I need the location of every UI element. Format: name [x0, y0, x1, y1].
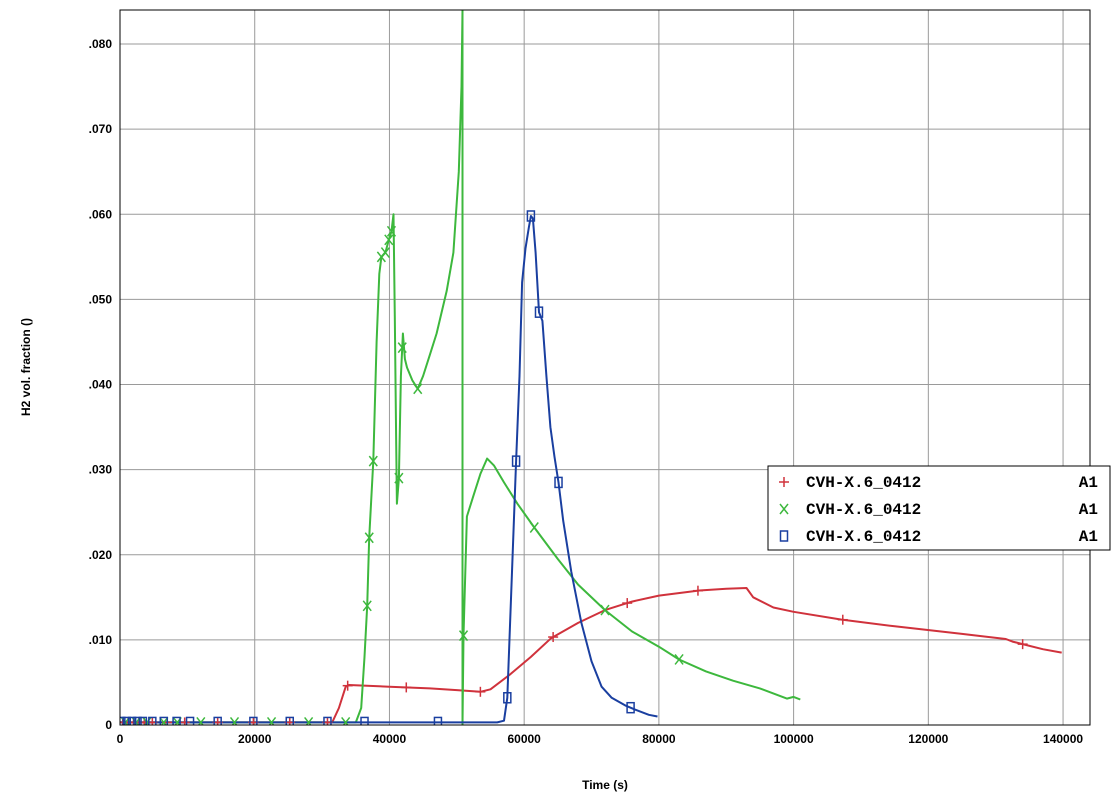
- legend-box: [767, 465, 1111, 551]
- series-3-marker: [127, 716, 137, 725]
- series-lines: [120, 10, 1062, 725]
- series-3-marker: [433, 716, 443, 725]
- y-tick-label: .080: [89, 37, 113, 51]
- x-tick-label: 140000: [1043, 732, 1083, 746]
- plot-frame: [119, 9, 1091, 726]
- y-tick-label: .070: [89, 122, 113, 136]
- legend-marker-3: [779, 530, 789, 542]
- series-3-marker: [526, 210, 536, 222]
- y-tick-label: .030: [89, 463, 113, 477]
- series-markers: [120, 210, 1028, 725]
- series-1-marker: [837, 614, 848, 625]
- series-2-marker: [394, 472, 404, 484]
- series-2-marker: [384, 234, 394, 246]
- series-2-marker: [341, 716, 351, 725]
- x-tick-label: 80000: [642, 732, 676, 746]
- x-tick-label: 20000: [238, 732, 272, 746]
- x-tick-label: 0: [117, 732, 124, 746]
- series-1-marker: [401, 682, 412, 693]
- legend-items: CVH-X.6_0412 A1 CVH-X.6_0412 A1 CVH-X.6_0412…: [779, 474, 1098, 546]
- legend-marker-2: [779, 503, 789, 515]
- y-tick-label: .010: [89, 633, 113, 647]
- series-2-marker: [196, 716, 206, 725]
- series-line-2: [120, 10, 801, 725]
- series-3-marker: [626, 701, 635, 714]
- series-3-marker: [249, 716, 258, 725]
- series-1-marker: [692, 585, 703, 596]
- series-2-marker: [380, 247, 390, 259]
- series-2-marker: [229, 716, 240, 725]
- series-3-marker: [554, 476, 563, 489]
- series-2-marker: [529, 522, 539, 533]
- series-2-marker: [266, 716, 277, 725]
- series-2-marker: [397, 342, 407, 354]
- series-2-marker: [159, 716, 169, 725]
- series-1-marker: [342, 680, 353, 691]
- legend-series-name: CVH-X.6_0412: [806, 474, 921, 492]
- series-1-marker: [622, 598, 633, 609]
- legend: CVH-X.6_0412 A1 CVH-X.6_0412 A1 CVH-X.6_0412…: [767, 465, 1111, 551]
- legend-series-tag: A1: [1079, 474, 1098, 492]
- series-2-marker: [368, 455, 378, 467]
- series-3-marker: [534, 306, 544, 318]
- series-3-marker: [323, 716, 332, 725]
- series-2-marker: [304, 716, 314, 725]
- legend-series-name: CVH-X.6_0412: [806, 501, 921, 519]
- series-3-marker: [120, 716, 126, 725]
- y-tick-label: .050: [89, 292, 113, 306]
- series-3-marker: [138, 716, 148, 725]
- x-tick-label: 40000: [373, 732, 407, 746]
- legend-series-name: CVH-X.6_0412: [806, 528, 921, 546]
- series-3-marker: [133, 716, 142, 725]
- x-tick-label: 60000: [507, 732, 541, 746]
- y-tick-label: .020: [89, 548, 113, 562]
- legend-marker-1: [779, 477, 789, 487]
- series-2-marker: [458, 630, 469, 642]
- series-3-marker: [213, 716, 222, 725]
- series-3-marker: [185, 716, 195, 725]
- series-3-marker: [285, 716, 294, 725]
- legend-series-tag: A1: [1079, 528, 1098, 546]
- series-1-marker: [179, 717, 190, 725]
- series-1-marker: [548, 632, 559, 643]
- series-2-marker: [674, 653, 684, 665]
- y-tick-label: 0: [105, 718, 112, 732]
- series-3-marker: [122, 716, 131, 725]
- x-tick-label: 100000: [774, 732, 814, 746]
- series-3-marker: [511, 455, 521, 467]
- series-3-marker: [148, 716, 157, 725]
- series-3-marker: [172, 716, 181, 725]
- gridlines: [119, 10, 1090, 726]
- x-tick-labels: 0 20000 40000 60000 80000 100000 120000 140000: [117, 732, 1084, 746]
- series-2-marker: [362, 600, 372, 612]
- series-2-marker: [386, 225, 397, 237]
- y-tick-label: .060: [89, 207, 113, 221]
- series-2-marker: [413, 383, 423, 395]
- series-line-3: [120, 215, 658, 724]
- series-line-1: [120, 587, 1062, 724]
- y-axis-label: H2 vol. fraction (): [19, 318, 33, 416]
- legend-series-tag: A1: [1079, 501, 1098, 519]
- series-3-marker: [360, 716, 369, 725]
- series-2-marker: [364, 532, 374, 544]
- series-2-marker: [600, 604, 610, 616]
- y-tick-label: .040: [89, 378, 113, 392]
- y-tick-labels: 0 .010 .020 .030 .040 .050 .060 .070 .080: [89, 37, 113, 732]
- series-1-marker: [475, 686, 486, 697]
- series-3-marker: [159, 716, 169, 725]
- series-3-marker: [503, 692, 512, 704]
- series-1-marker: [1017, 639, 1028, 650]
- x-tick-label: 120000: [908, 732, 948, 746]
- x-axis-label: Time (s): [582, 778, 628, 792]
